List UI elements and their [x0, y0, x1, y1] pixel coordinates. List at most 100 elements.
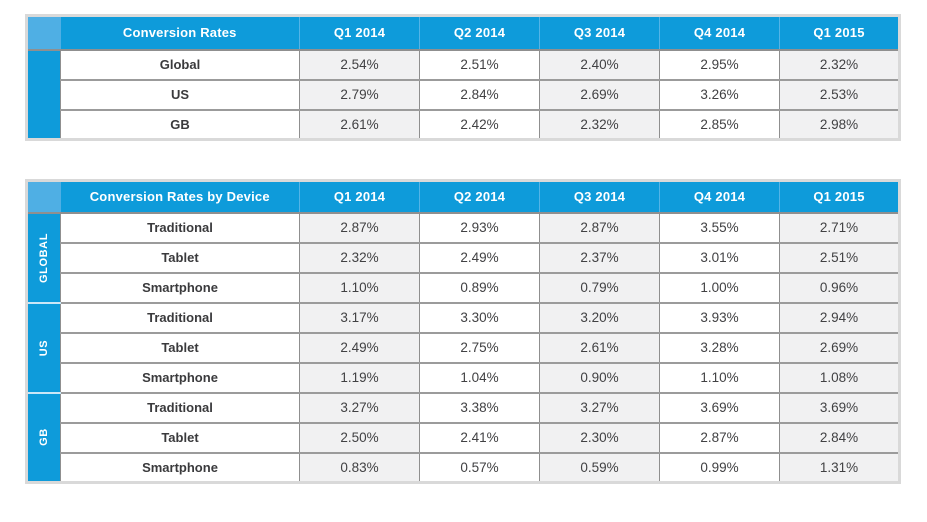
value-cell: 3.69%: [779, 392, 900, 424]
row-label: Traditional: [60, 212, 300, 244]
table-row: US 2.79% 2.84% 2.69% 3.26% 2.53%: [27, 79, 900, 111]
table-title: Conversion Rates by Device: [60, 180, 300, 214]
value-cell: 1.00%: [659, 272, 780, 304]
row-label: Smartphone: [60, 272, 300, 304]
value-cell: 3.30%: [419, 302, 540, 334]
value-cell: 3.93%: [659, 302, 780, 334]
row-label: Smartphone: [60, 452, 300, 484]
value-cell: 3.27%: [539, 392, 660, 424]
table-row: Smartphone 1.19% 1.04% 0.90% 1.10% 1.08%: [27, 362, 900, 394]
value-cell: 2.61%: [299, 109, 420, 141]
value-cell: 2.87%: [659, 422, 780, 454]
value-cell: 1.31%: [779, 452, 900, 484]
row-label: Global: [60, 49, 300, 81]
value-cell: 0.90%: [539, 362, 660, 394]
column-header-q3-2014: Q3 2014: [539, 15, 660, 51]
value-cell: 3.20%: [539, 302, 660, 334]
value-cell: 1.04%: [419, 362, 540, 394]
value-cell: 2.51%: [779, 242, 900, 274]
value-cell: 2.84%: [419, 79, 540, 111]
value-cell: 0.96%: [779, 272, 900, 304]
value-cell: 2.84%: [779, 422, 900, 454]
value-cell: 3.38%: [419, 392, 540, 424]
column-header-q1-2015: Q1 2015: [779, 180, 900, 214]
report-page: Conversion Rates Q1 2014 Q2 2014 Q3 2014…: [25, 14, 901, 484]
row-label: US: [60, 79, 300, 111]
value-cell: 0.57%: [419, 452, 540, 484]
value-cell: 2.42%: [419, 109, 540, 141]
value-cell: 2.93%: [419, 212, 540, 244]
value-cell: 0.79%: [539, 272, 660, 304]
value-cell: 1.19%: [299, 362, 420, 394]
value-cell: 2.51%: [419, 49, 540, 81]
value-cell: 2.49%: [299, 332, 420, 364]
value-cell: 3.26%: [659, 79, 780, 111]
column-header-q1-2014: Q1 2014: [299, 180, 420, 214]
value-cell: 1.10%: [659, 362, 780, 394]
value-cell: 2.32%: [779, 49, 900, 81]
value-cell: 3.17%: [299, 302, 420, 334]
value-cell: 2.32%: [539, 109, 660, 141]
table-row: GLOBAL Traditional 2.87% 2.93% 2.87% 3.55% 2.7…: [26, 212, 900, 304]
table-row: Tablet 2.32% 2.49% 2.37% 3.01% 2.51%: [27, 242, 900, 274]
row-label: Tablet: [60, 242, 300, 274]
table-row: US Traditional 3.17% 3.30% 3.20% 3.93% 2.94%: [26, 302, 900, 394]
table-title: Conversion Rates: [60, 15, 300, 51]
value-cell: 2.87%: [539, 212, 660, 244]
value-cell: 2.75%: [419, 332, 540, 364]
table-row: GB 2.61% 2.42% 2.32% 2.85% 2.98%: [27, 109, 900, 141]
row-label: Tablet: [60, 332, 300, 364]
region-label: GB: [37, 428, 50, 447]
value-cell: 0.89%: [419, 272, 540, 304]
value-cell: 1.08%: [779, 362, 900, 394]
table-row: GB Traditional 3.27% 3.38% 3.27% 3.69% 3.69%: [26, 392, 900, 484]
value-cell: 2.95%: [659, 49, 780, 81]
column-header-q3-2014: Q3 2014: [539, 180, 660, 214]
region-label: GLOBAL: [38, 232, 51, 283]
row-label: Tablet: [60, 422, 300, 454]
value-cell: 2.49%: [419, 242, 540, 274]
value-cell: 3.01%: [659, 242, 780, 274]
value-cell: 2.69%: [779, 332, 900, 364]
value-cell: 3.55%: [659, 212, 780, 244]
row-label: GB: [60, 109, 300, 141]
region-label-wrap: GB: [28, 394, 60, 481]
value-cell: 2.69%: [539, 79, 660, 111]
value-cell: 2.40%: [539, 49, 660, 81]
value-cell: 3.69%: [659, 392, 780, 424]
value-cell: 2.79%: [299, 79, 420, 111]
value-cell: 1.10%: [299, 272, 420, 304]
conversion-rates-by-device-table: Conversion Rates by Device Q1 2014 Q2 20…: [25, 179, 901, 484]
value-cell: 2.87%: [299, 212, 420, 244]
region-sidebar: GB: [26, 392, 61, 484]
region-label-wrap: US: [28, 304, 60, 391]
value-cell: 2.94%: [779, 302, 900, 334]
value-cell: 2.61%: [539, 332, 660, 364]
header-row: Conversion Rates by Device Q1 2014 Q2 20…: [26, 180, 900, 214]
region-label: US: [37, 339, 50, 356]
region-sidebar: [26, 49, 61, 141]
value-cell: 2.71%: [779, 212, 900, 244]
region-sidebar: US: [26, 302, 61, 394]
table-row: Tablet 2.50% 2.41% 2.30% 2.87% 2.84%: [27, 422, 900, 454]
table-row: Smartphone 0.83% 0.57% 0.59% 0.99% 1.31%: [27, 452, 900, 484]
value-cell: 2.50%: [299, 422, 420, 454]
row-label: Traditional: [60, 302, 300, 334]
value-cell: 3.27%: [299, 392, 420, 424]
value-cell: 0.59%: [539, 452, 660, 484]
value-cell: 2.54%: [299, 49, 420, 81]
header-row: Conversion Rates Q1 2014 Q2 2014 Q3 2014…: [26, 15, 900, 51]
column-header-q1-2014: Q1 2014: [299, 15, 420, 51]
row-label: Smartphone: [60, 362, 300, 394]
value-cell: 2.37%: [539, 242, 660, 274]
value-cell: 2.98%: [779, 109, 900, 141]
value-cell: 2.32%: [299, 242, 420, 274]
table-row: Global 2.54% 2.51% 2.40% 2.95% 2.32%: [26, 49, 900, 141]
column-header-q1-2015: Q1 2015: [779, 15, 900, 51]
value-cell: 2.53%: [779, 79, 900, 111]
column-header-q4-2014: Q4 2014: [659, 180, 780, 214]
corner-cell: [26, 15, 61, 51]
conversion-rates-table: Conversion Rates Q1 2014 Q2 2014 Q3 2014…: [25, 14, 901, 141]
value-cell: 2.30%: [539, 422, 660, 454]
table-row: Tablet 2.49% 2.75% 2.61% 3.28% 2.69%: [27, 332, 900, 364]
